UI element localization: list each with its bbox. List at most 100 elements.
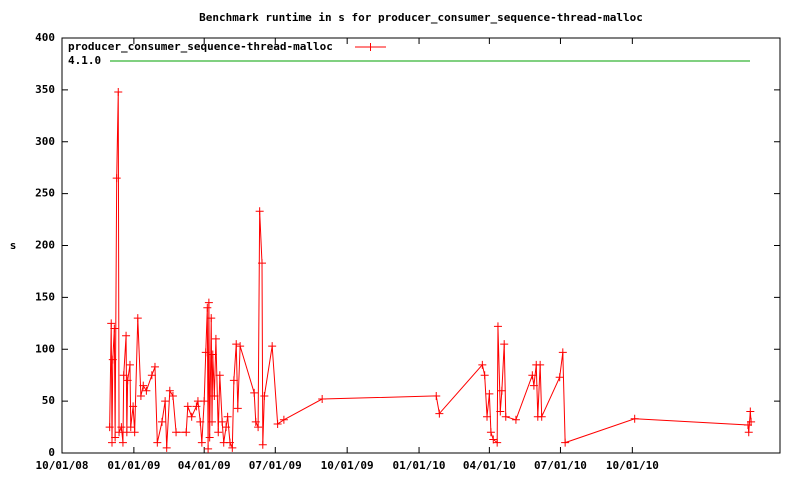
- y-axis-label: s: [10, 239, 17, 252]
- series-line: [109, 91, 752, 449]
- point-marker: [204, 298, 213, 307]
- point-marker: [318, 395, 327, 404]
- point-marker: [187, 412, 196, 421]
- point-marker: [536, 360, 545, 369]
- x-tick-label: 10/01/08: [36, 459, 89, 472]
- x-tick-label: 10/01/09: [321, 459, 374, 472]
- point-marker: [125, 360, 134, 369]
- point-marker: [197, 438, 206, 447]
- point-marker: [747, 417, 756, 426]
- point-marker: [150, 362, 159, 371]
- y-tick-label: 250: [35, 187, 55, 200]
- point-marker: [126, 423, 135, 432]
- x-tick-label: 01/01/09: [107, 459, 160, 472]
- point-marker: [483, 412, 492, 421]
- legend-label: 4.1.0: [68, 54, 101, 67]
- point-marker: [110, 324, 119, 333]
- point-marker: [561, 438, 570, 447]
- point-marker: [161, 397, 170, 406]
- y-tick-label: 400: [35, 31, 55, 44]
- point-marker: [142, 386, 151, 395]
- point-marker: [182, 428, 191, 437]
- point-marker: [107, 319, 116, 328]
- point-marker: [208, 417, 217, 426]
- point-marker: [118, 438, 127, 447]
- point-marker: [486, 428, 495, 437]
- point-marker: [228, 443, 237, 452]
- point-marker: [105, 423, 114, 432]
- point-marker: [129, 402, 138, 411]
- point-marker: [108, 438, 117, 447]
- point-marker: [111, 433, 120, 442]
- point-marker: [114, 87, 123, 96]
- point-marker: [254, 423, 263, 432]
- point-marker: [268, 342, 277, 351]
- point-marker: [205, 433, 214, 442]
- point-marker: [260, 391, 269, 400]
- point-marker: [192, 402, 201, 411]
- y-tick-label: 50: [42, 394, 55, 407]
- point-marker: [232, 340, 241, 349]
- point-marker: [211, 334, 220, 343]
- point-marker: [200, 397, 209, 406]
- point-marker: [258, 259, 267, 268]
- point-marker: [153, 438, 162, 447]
- point-marker: [273, 419, 282, 428]
- y-tick-label: 150: [35, 290, 55, 303]
- point-marker: [225, 438, 234, 447]
- point-marker: [204, 444, 213, 453]
- point-marker: [147, 371, 156, 380]
- point-marker: [250, 388, 259, 397]
- point-marker: [223, 412, 232, 421]
- point-marker: [501, 412, 510, 421]
- x-tick-label: 10/01/10: [606, 459, 659, 472]
- x-tick-label: 04/01/10: [463, 459, 516, 472]
- point-marker: [122, 428, 131, 437]
- y-tick-label: 350: [35, 83, 55, 96]
- point-marker: [555, 373, 564, 382]
- point-marker: [115, 428, 124, 437]
- point-marker: [136, 391, 145, 400]
- point-marker: [511, 415, 520, 424]
- point-marker: [236, 342, 245, 351]
- x-tick-label: 01/01/10: [393, 459, 446, 472]
- x-tick-label: 07/01/09: [249, 459, 302, 472]
- point-marker: [435, 409, 444, 418]
- y-tick-label: 200: [35, 239, 55, 252]
- point-marker: [183, 402, 192, 411]
- point-marker: [537, 412, 546, 421]
- point-marker: [168, 391, 177, 400]
- point-marker: [746, 407, 755, 416]
- point-marker: [117, 423, 126, 432]
- y-tick-label: 300: [35, 135, 55, 148]
- point-marker: [210, 391, 219, 400]
- x-tick-label: 04/01/09: [178, 459, 231, 472]
- point-marker: [201, 348, 210, 357]
- point-marker: [744, 428, 753, 437]
- point-marker: [233, 404, 242, 413]
- point-marker: [528, 371, 537, 380]
- point-marker: [214, 428, 223, 437]
- point-marker: [122, 331, 131, 340]
- point-marker: [158, 417, 167, 426]
- point-marker: [207, 314, 216, 323]
- point-marker: [139, 381, 148, 390]
- point-marker: [493, 438, 502, 447]
- point-marker: [172, 428, 181, 437]
- y-tick-label: 100: [35, 342, 55, 355]
- point-marker: [497, 386, 506, 395]
- point-marker: [196, 417, 205, 426]
- point-marker: [529, 381, 538, 390]
- point-marker: [480, 371, 489, 380]
- point-marker: [279, 415, 288, 424]
- point-marker: [119, 371, 128, 380]
- point-marker: [112, 174, 121, 183]
- point-marker: [251, 417, 260, 426]
- point-marker: [218, 417, 227, 426]
- point-marker: [133, 314, 142, 323]
- point-marker: [208, 350, 217, 359]
- y-tick-label: 0: [48, 446, 55, 459]
- point-marker: [500, 340, 509, 349]
